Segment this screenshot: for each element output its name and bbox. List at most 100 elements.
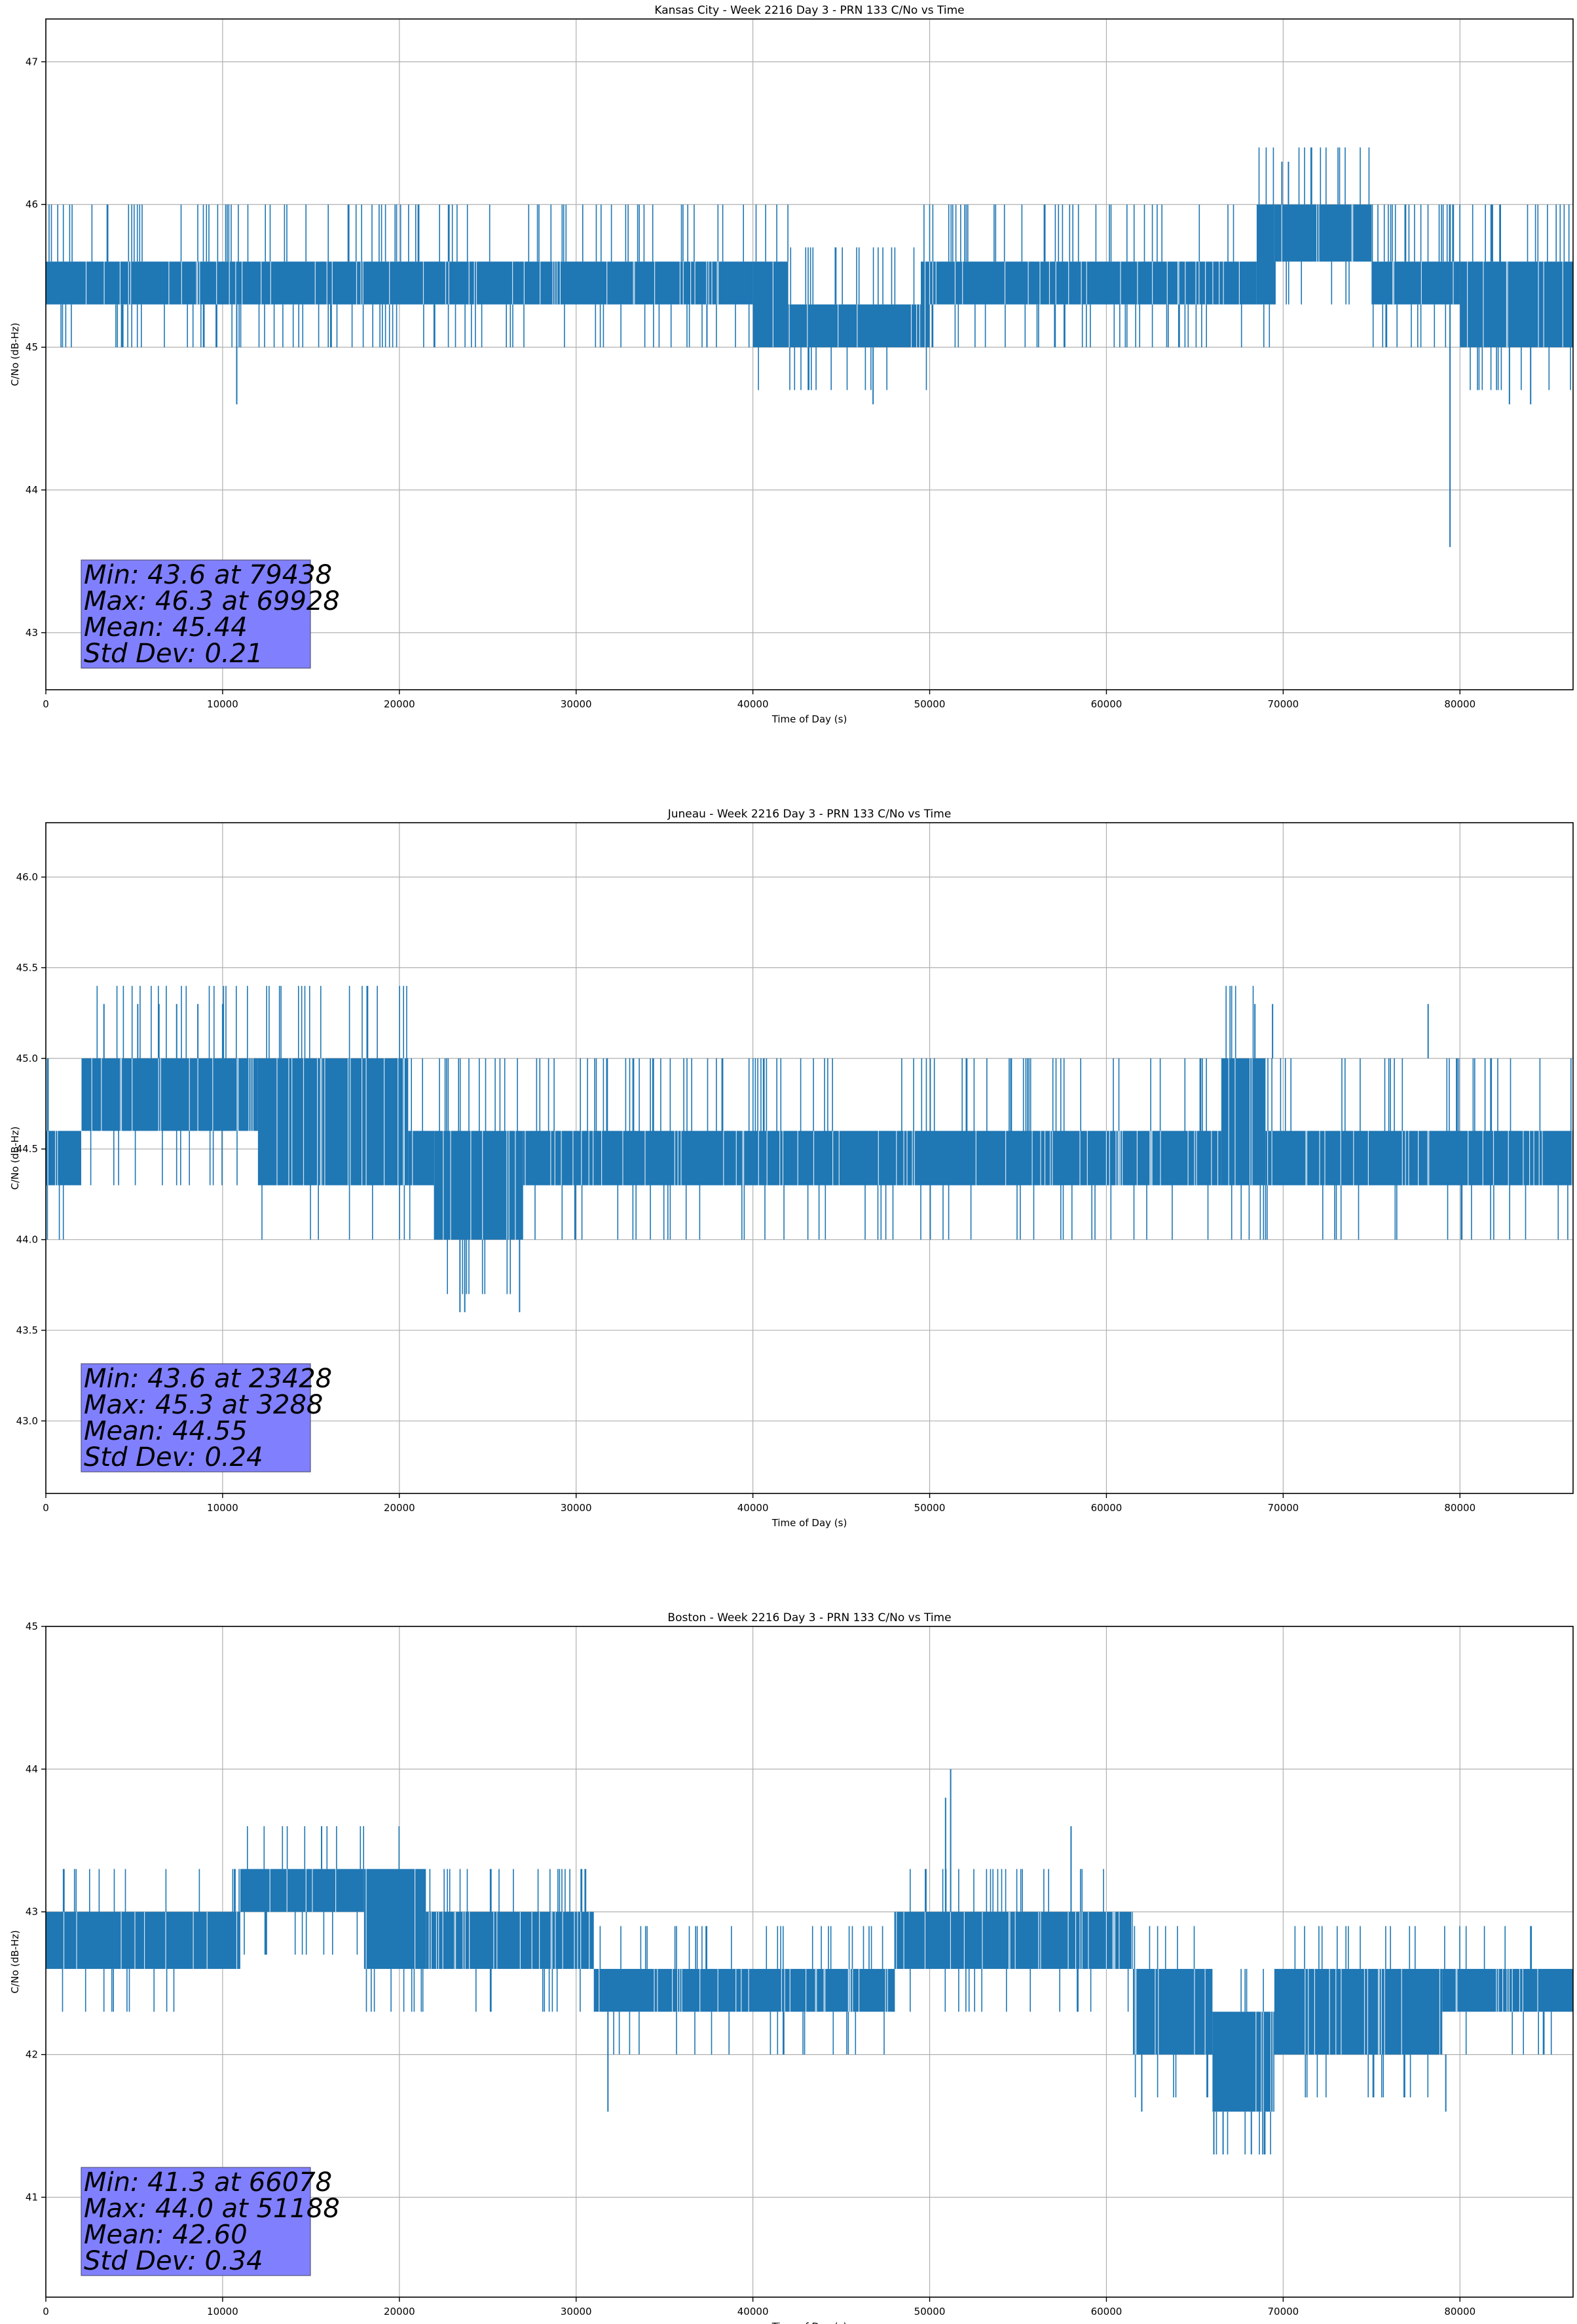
x-tick-label: 50000 [914, 2306, 946, 2317]
x-tick-label: 10000 [207, 1502, 238, 1514]
stats-box-background [81, 1363, 311, 1472]
y-tick-label: 46 [26, 198, 38, 210]
stats-box-background [81, 2167, 311, 2276]
x-tick-label: 10000 [207, 698, 238, 710]
series-band [1274, 204, 1372, 262]
x-tick-label: 30000 [561, 2306, 592, 2317]
series-band [81, 1058, 258, 1131]
series-band [929, 261, 1257, 305]
x-tick-label: 30000 [561, 1502, 592, 1514]
stats-line: Max: 46.3 at 69928 [84, 586, 340, 616]
series-band [434, 1131, 523, 1240]
y-tick-label: 43 [26, 1906, 38, 1918]
y-tick-label: 43.0 [16, 1415, 38, 1427]
x-tick-label: 0 [43, 698, 49, 710]
x-tick-label: 80000 [1444, 2306, 1475, 2317]
y-tick-label: 45 [26, 341, 38, 353]
series-band [363, 1869, 426, 1969]
stats-line: Max: 45.3 at 3288 [84, 1390, 323, 1420]
x-tick-label: 0 [43, 2306, 49, 2317]
stats-line: Max: 44.0 at 51188 [84, 2194, 340, 2224]
chart-title: Juneau - Week 2216 Day 3 - PRN 133 C/No … [667, 808, 952, 821]
series-band [788, 304, 921, 348]
stats-line: Mean: 44.55 [84, 1416, 248, 1446]
y-tick-label: 44 [26, 1763, 38, 1775]
series-band [894, 1911, 1133, 1969]
x-tick-label: 0 [43, 1502, 49, 1514]
stats-line: Mean: 42.60 [84, 2220, 248, 2250]
series-line [46, 986, 1573, 1313]
series-band [426, 1911, 594, 1969]
x-tick-label: 40000 [737, 698, 769, 710]
x-tick-label: 20000 [384, 1502, 415, 1514]
series-band [1132, 1968, 1213, 2055]
series-gaps [63, 1869, 1538, 2112]
x-tick-label: 70000 [1267, 1502, 1299, 1514]
y-tick-label: 43.5 [16, 1324, 38, 1336]
x-tick-label: 40000 [737, 2306, 769, 2317]
series-gaps [85, 204, 1563, 348]
y-axis-label: C/No (dB-Hz) [9, 323, 21, 386]
series-band [1274, 1968, 1443, 2055]
y-axis-label: C/No (dB-Hz) [9, 1127, 21, 1190]
y-tick-label: 43 [26, 627, 38, 639]
y-axis-label: C/No (dB-Hz) [9, 1930, 21, 1994]
series-gaps [47, 1058, 1572, 1240]
y-tick-label: 45.5 [16, 962, 38, 973]
series-band [240, 1869, 364, 1912]
series-band [1442, 1968, 1573, 2012]
y-tick-label: 41 [26, 2191, 38, 2203]
x-tick-label: 50000 [914, 698, 946, 710]
x-tick-label: 60000 [1091, 1502, 1122, 1514]
x-tick-label: 70000 [1267, 698, 1299, 710]
plot-frame [45, 18, 1574, 690]
x-tick-label: 10000 [207, 2306, 238, 2317]
stats-line: Std Dev: 0.24 [84, 1442, 263, 1472]
x-axis-label: Time of Day (s) [771, 1517, 847, 1529]
chart-kansas-city: 0 10000 20000 30000 40000 50000 60000 70000 8000… [9, 4, 1574, 725]
stats-line: Min: 41.3 at 66078 [84, 2167, 332, 2198]
chart-title: Boston - Week 2216 Day 3 - PRN 133 C/No … [667, 1611, 951, 1624]
y-tick-label: 44.0 [16, 1234, 38, 1246]
x-tick-label: 30000 [561, 698, 592, 710]
series-noise [48, 147, 1571, 390]
stats-line: Mean: 45.44 [84, 612, 248, 643]
y-tick-label: 47 [26, 56, 38, 67]
x-tick-label: 40000 [737, 1502, 769, 1514]
series-band [257, 1058, 409, 1186]
y-tick-label: 42 [26, 2049, 38, 2061]
stats-line: Min: 43.6 at 23428 [84, 1364, 332, 1394]
series-band [523, 1131, 1221, 1186]
series-noise [46, 986, 1572, 1294]
stats-line: Std Dev: 0.34 [84, 2246, 263, 2276]
series-band [1460, 261, 1573, 348]
x-tick-label: 60000 [1091, 698, 1122, 710]
x-tick-label: 50000 [914, 1502, 946, 1514]
series-band [1371, 261, 1460, 305]
stats-line: Min: 43.6 at 79438 [84, 560, 332, 590]
x-tick-label: 80000 [1444, 698, 1475, 710]
series-line [46, 1769, 1573, 2155]
series-band [46, 1911, 240, 1969]
series-band [593, 1968, 895, 2012]
y-tick-label: 46.0 [16, 871, 38, 883]
series-band [46, 261, 753, 305]
chart-title: Kansas City - Week 2216 Day 3 - PRN 133 … [654, 4, 964, 17]
stats-line: Std Dev: 0.21 [84, 639, 263, 669]
y-tick-label: 44.5 [16, 1143, 38, 1155]
x-axis-label: Time of Day (s) [771, 2321, 847, 2324]
series-band [752, 261, 788, 348]
series-band [1221, 1058, 1266, 1186]
x-tick-label: 70000 [1267, 2306, 1299, 2317]
plot-frame [45, 822, 1574, 1494]
series-band [1212, 2012, 1274, 2112]
y-tick-label: 45 [26, 1621, 38, 1632]
chart-juneau: 0 10000 20000 30000 40000 50000 60000 70000 8000… [9, 808, 1574, 1529]
series-noise [62, 1826, 1552, 2155]
x-tick-label: 20000 [384, 698, 415, 710]
series-band [1256, 204, 1274, 305]
x-axis-label: Time of Day (s) [771, 713, 847, 725]
